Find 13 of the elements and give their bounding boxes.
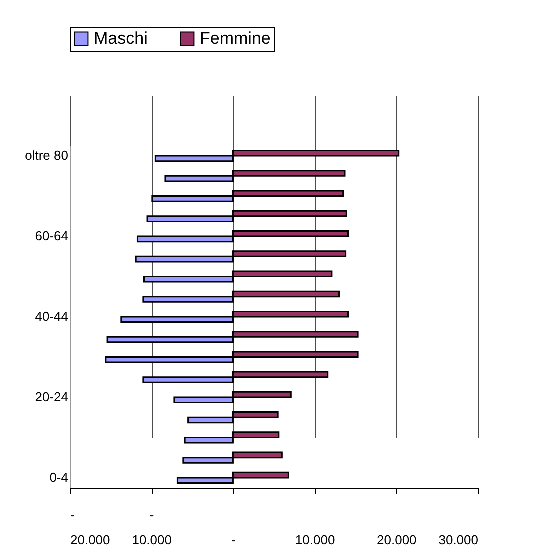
legend-label: Femmine [200,28,271,48]
y-tick-label: 40-44 [35,309,68,324]
y-tick-label: oltre 80 [25,148,68,164]
x-tick-label: 20.000 [377,532,417,548]
y-tick-label: 60-64 [35,228,68,244]
x-tick-label: 30.000 [438,532,478,548]
y-tick-label: 20-24 [35,389,68,404]
x-tick-label: - 20.000 [70,508,110,548]
legend-label: Maschi [94,28,148,48]
y-tick-label: 0-4 [50,470,68,485]
x-tick-label: - [232,532,236,548]
x-tick-label: 10.000 [295,532,336,548]
x-tick-label: - 10.000 [132,508,172,548]
